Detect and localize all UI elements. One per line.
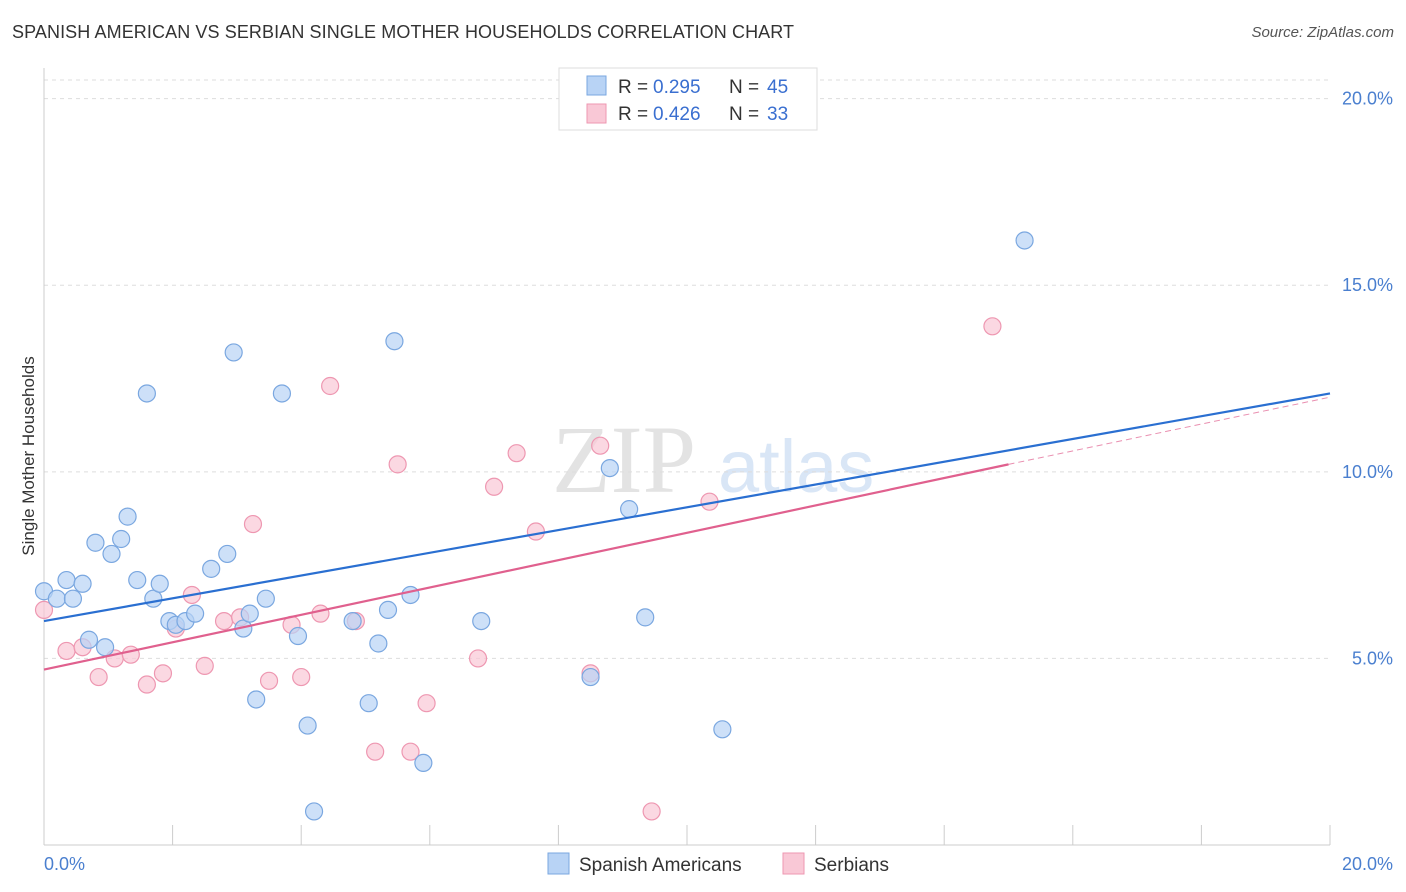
scatter-point xyxy=(73,574,92,593)
scatter-point xyxy=(86,533,105,552)
scatter-point xyxy=(63,589,83,608)
trendline-serbians xyxy=(43,463,1009,671)
legend-swatch-pink xyxy=(586,103,607,124)
scatter-point xyxy=(1015,231,1034,250)
scatter-point xyxy=(401,585,420,605)
scatter-point xyxy=(89,667,108,687)
legend-n-value-1: 45 xyxy=(767,77,788,98)
legend-n-label-2: N = xyxy=(729,104,759,125)
bottom-legend-label-serbians: Serbians xyxy=(814,855,889,876)
scatter-point xyxy=(214,611,234,631)
scatter-point xyxy=(153,664,173,683)
scatter-point xyxy=(47,589,66,608)
bottom-legend-swatch-serbians xyxy=(782,852,805,875)
scatter-point xyxy=(401,742,420,761)
scatter-point xyxy=(472,611,491,631)
legend-n-label-1: N = xyxy=(729,77,759,98)
scatter-point xyxy=(417,694,436,713)
y-axis-label: Single Mother Households xyxy=(19,356,38,555)
watermark-atlas: atlas xyxy=(718,425,874,508)
legend-r-label-1: R = xyxy=(618,77,648,98)
trendline-serbians-extension xyxy=(1008,396,1331,465)
legend-r-value-2: 0.426 xyxy=(653,104,701,125)
scatter-point xyxy=(272,384,292,403)
scatter-point xyxy=(102,544,121,564)
scatter-point xyxy=(79,630,99,649)
scatter-point xyxy=(311,604,330,623)
scatter-point xyxy=(366,742,385,761)
scatter-point xyxy=(485,477,504,496)
scatter-point xyxy=(414,753,433,773)
scatter-point xyxy=(620,500,639,519)
scatter-point xyxy=(526,522,545,541)
scatter-point xyxy=(118,507,137,526)
scatter-point xyxy=(240,604,259,623)
y-tick-label: 5.0% xyxy=(1352,648,1393,668)
scatter-point xyxy=(292,667,311,687)
bottom-legend-label-spanish-americans: Spanish Americans xyxy=(579,855,742,876)
scatter-point xyxy=(218,544,237,564)
scatter-point xyxy=(202,559,221,578)
scatter-point xyxy=(186,604,205,623)
legend-n-value-2: 33 xyxy=(767,104,788,125)
scatter-point xyxy=(128,570,147,590)
scatter-point xyxy=(713,720,732,739)
x-tick-label-min: 0.0% xyxy=(44,854,85,874)
legend-r-label-2: R = xyxy=(618,104,648,125)
scatter-point xyxy=(321,376,340,396)
y-tick-labels: 5.0% 10.0% 15.0% 20.0% xyxy=(1342,89,1393,669)
scatter-point xyxy=(298,716,317,735)
legend-r-value-1: 0.295 xyxy=(653,77,701,98)
scatter-point xyxy=(359,694,378,713)
scatter-point xyxy=(636,608,655,627)
spanish-americans-points xyxy=(34,108,1034,821)
scatter-point xyxy=(57,570,76,590)
scatter-point xyxy=(247,690,266,709)
scatter-point xyxy=(57,641,76,661)
scatter-point xyxy=(256,589,275,608)
scatter-point xyxy=(591,436,610,455)
scatter-point xyxy=(983,317,1002,336)
scatter-point xyxy=(137,384,156,403)
scatter-point xyxy=(507,444,526,463)
scatter-point xyxy=(224,343,243,362)
scatter-point xyxy=(468,649,488,668)
scatter-point xyxy=(259,671,279,690)
series-legend: Spanish Americans Serbians xyxy=(547,852,889,876)
x-ticks xyxy=(43,825,1331,845)
y-tick-label: 20.0% xyxy=(1342,89,1393,109)
watermark: ZIP atlas xyxy=(552,406,874,513)
legend-swatch-blue xyxy=(586,75,607,96)
scatter-point xyxy=(112,529,131,549)
y-tick-label: 10.0% xyxy=(1342,462,1393,482)
scatter-point xyxy=(581,667,600,687)
chart-source: Source: ZipAtlas.com xyxy=(1251,24,1394,41)
scatter-point xyxy=(137,675,156,694)
gridlines xyxy=(44,79,1330,659)
scatter-point xyxy=(343,611,362,631)
scatter-point xyxy=(385,332,404,351)
watermark-zip: ZIP xyxy=(552,406,696,513)
scatter-point xyxy=(369,634,388,653)
scatter-point xyxy=(121,645,140,664)
scatter-point xyxy=(642,802,661,821)
trendlines xyxy=(43,392,1331,671)
scatter-point xyxy=(150,574,169,593)
scatter-point xyxy=(288,626,308,646)
x-tick-label-max: 20.0% xyxy=(1342,854,1393,874)
scatter-point xyxy=(34,600,54,620)
scatter-point xyxy=(95,638,115,657)
trendline-spanish-americans xyxy=(43,392,1331,623)
scatter-point xyxy=(243,514,263,534)
scatter-point xyxy=(388,455,407,474)
correlation-legend: R = 0.295 N = 45 R = 0.426 N = 33 xyxy=(558,67,818,131)
scatter-point xyxy=(304,802,324,821)
scatter-point xyxy=(600,458,619,478)
bottom-legend-swatch-spanish-americans xyxy=(547,852,570,875)
scatter-point xyxy=(195,656,214,675)
chart-title: SPANISH AMERICAN VS SERBIAN SINGLE MOTHE… xyxy=(12,22,795,42)
y-tick-label: 15.0% xyxy=(1342,275,1393,295)
scatter-point xyxy=(378,600,398,620)
